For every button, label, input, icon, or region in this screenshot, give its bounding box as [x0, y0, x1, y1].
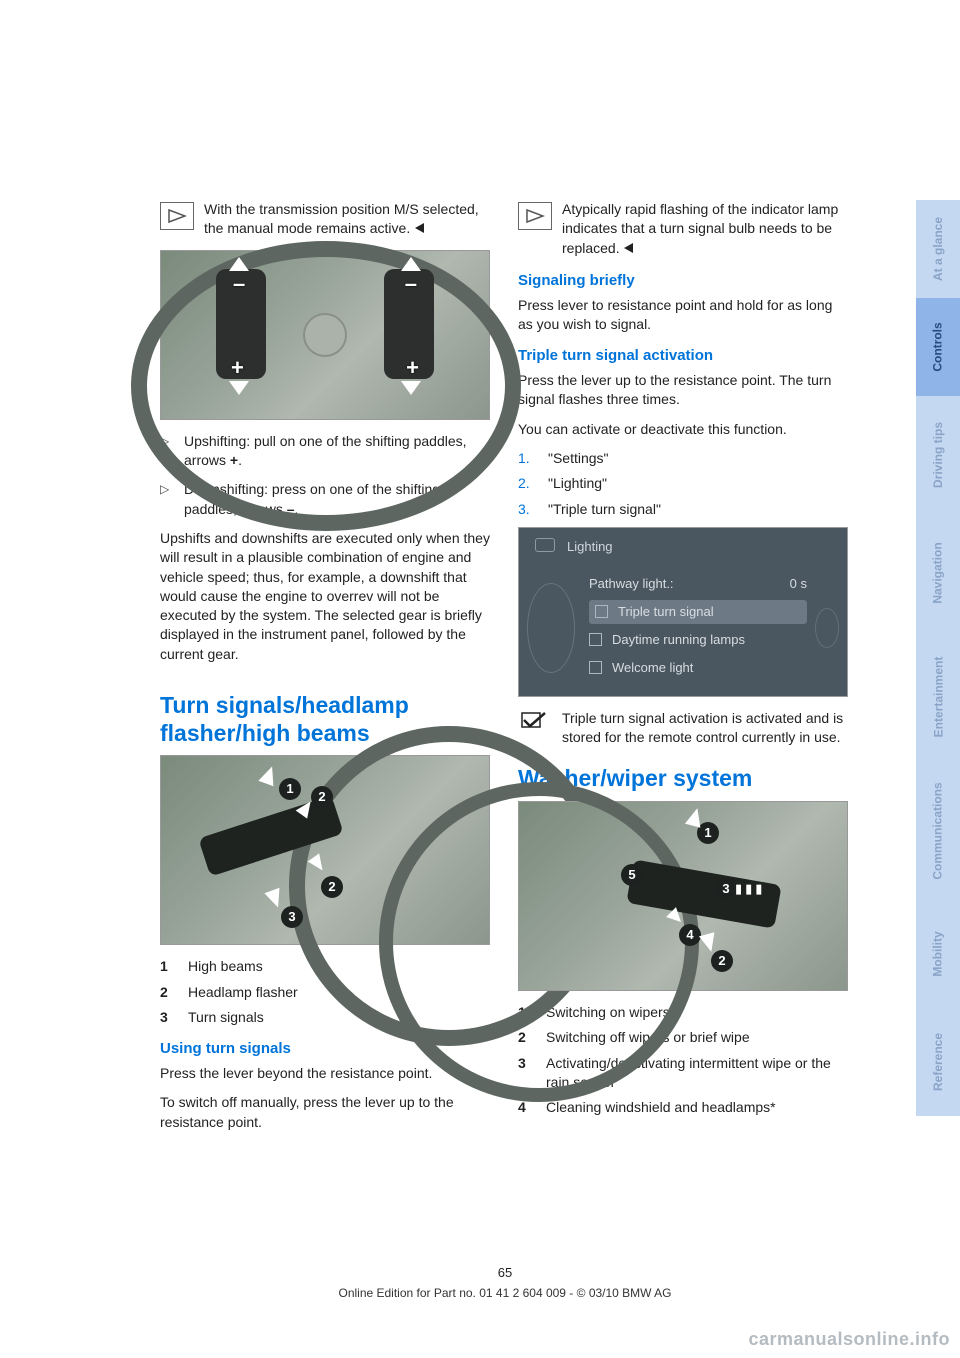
- legend-row: 4 Cleaning windshield and headlamps*: [518, 1098, 848, 1117]
- edition-line: Online Edition for Part no. 01 41 2 604 …: [160, 1286, 850, 1300]
- note-triangle-icon: [160, 202, 194, 230]
- side-tab-label: Communications: [931, 782, 945, 879]
- menu-row-label: Daytime running lamps: [612, 631, 745, 649]
- end-arrow-icon: [414, 220, 426, 239]
- side-tab-label: Reference: [931, 1033, 945, 1091]
- note-transmission: With the transmission position M/S selec…: [160, 200, 490, 240]
- menu-side-dial-icon: [815, 608, 839, 648]
- legend-text: Turn signals: [188, 1008, 264, 1027]
- side-tab-label: Driving tips: [931, 422, 945, 488]
- menu-row-label: Pathway light.:: [589, 575, 674, 593]
- menu-row-welcome: Welcome light: [589, 656, 807, 680]
- legend-num: 2: [160, 983, 176, 1002]
- menu-row-triple-selected: Triple turn signal: [589, 600, 807, 624]
- checkbox-icon: [589, 633, 602, 646]
- menu-lamp-icon: [535, 538, 555, 552]
- end-arrow-icon: [623, 240, 635, 259]
- check-note-triple: Triple turn signal activation is activat…: [518, 709, 848, 748]
- menu-side-dial-icon: [527, 583, 575, 673]
- step-text: "Settings": [548, 449, 609, 468]
- manual-page: With the transmission position M/S selec…: [0, 0, 960, 1358]
- step-text: "Triple turn signal": [548, 500, 661, 519]
- page-number: 65: [160, 1265, 850, 1280]
- sub-triple-turn: Triple turn signal activation: [518, 346, 848, 367]
- side-tab[interactable]: Driving tips: [916, 396, 960, 514]
- side-tab[interactable]: Reference: [916, 1008, 960, 1116]
- note-transmission-text: With the transmission position M/S selec…: [204, 201, 479, 236]
- legend-text: Cleaning windshield and headlamps*: [546, 1098, 776, 1117]
- menu-row-value: 0 s: [790, 575, 807, 593]
- triple-steps: 1. "Settings" 2. "Lighting" 3. "Triple t…: [518, 449, 848, 519]
- note-bulb-text: Atypically rapid flashing of the indicat…: [562, 201, 838, 256]
- side-tab[interactable]: Controls: [916, 298, 960, 396]
- legend-text: High beams: [188, 957, 263, 976]
- bullet-marker-icon: ▷: [160, 480, 174, 519]
- side-tabs: At a glance Controls Driving tips Navigatio…: [916, 200, 960, 1116]
- checkbox-icon: [595, 605, 608, 618]
- step-row: 2. "Lighting": [518, 474, 848, 493]
- figure-shift-paddles: – – + +: [160, 250, 490, 420]
- step-row: 1. "Settings": [518, 449, 848, 468]
- side-tab-label: Controls: [931, 322, 945, 371]
- checkbox-icon: [589, 661, 602, 674]
- figure-idrive-lighting-menu: Lighting Pathway light.: 0 s Triple turn…: [518, 527, 848, 697]
- legend-text: Headlamp flasher: [188, 983, 298, 1002]
- right-column: Atypically rapid flashing of the indicat…: [518, 200, 848, 1142]
- side-tab-label: Entertainment: [931, 657, 945, 738]
- menu-row-label: Triple turn signal: [618, 603, 714, 621]
- para-triple-1: Press the lever up to the resistance poi…: [518, 371, 848, 410]
- menu-row-label: Welcome light: [612, 659, 693, 677]
- para-triple-2: You can activate or deactivate this func…: [518, 420, 848, 439]
- para-using-2: To switch off manually, press the lever …: [160, 1093, 490, 1132]
- step-num: 2.: [518, 474, 538, 493]
- step-num: 3.: [518, 500, 538, 519]
- side-tab-label: At a glance: [931, 217, 945, 281]
- side-tab[interactable]: Navigation: [916, 514, 960, 632]
- para-signal-briefly: Press lever to resistance point and hold…: [518, 296, 848, 335]
- side-tab-label: Mobility: [931, 931, 945, 976]
- check-icon: [518, 711, 552, 731]
- menu-row-pathway: Pathway light.: 0 s: [589, 572, 807, 596]
- step-num: 1.: [518, 449, 538, 468]
- note-triangle-icon: [518, 202, 552, 230]
- step-text: "Lighting": [548, 474, 607, 493]
- side-tab[interactable]: Mobility: [916, 900, 960, 1008]
- step-row: 3. "Triple turn signal": [518, 500, 848, 519]
- two-column-layout: With the transmission position M/S selec…: [160, 200, 850, 1142]
- note-bulb: Atypically rapid flashing of the indicat…: [518, 200, 848, 259]
- menu-title: Lighting: [567, 538, 613, 556]
- figure-wiper-stalk: 1 5 3 4 2 ▮▮▮: [518, 801, 848, 991]
- side-tab-label: Navigation: [931, 542, 945, 603]
- legend-num: 3: [160, 1008, 176, 1027]
- watermark: carmanualsonline.info: [748, 1329, 950, 1350]
- check-note-text: Triple turn signal activation is activat…: [562, 710, 843, 745]
- side-tab[interactable]: Entertainment: [916, 632, 960, 762]
- sub-signaling-briefly: Signaling briefly: [518, 271, 848, 292]
- para-upshift-explain: Upshifts and downshifts are executed onl…: [160, 529, 490, 664]
- side-tab[interactable]: Communications: [916, 762, 960, 900]
- menu-row-daytime: Daytime running lamps: [589, 628, 807, 652]
- side-tab[interactable]: At a glance: [916, 200, 960, 298]
- legend-num: 1: [160, 957, 176, 976]
